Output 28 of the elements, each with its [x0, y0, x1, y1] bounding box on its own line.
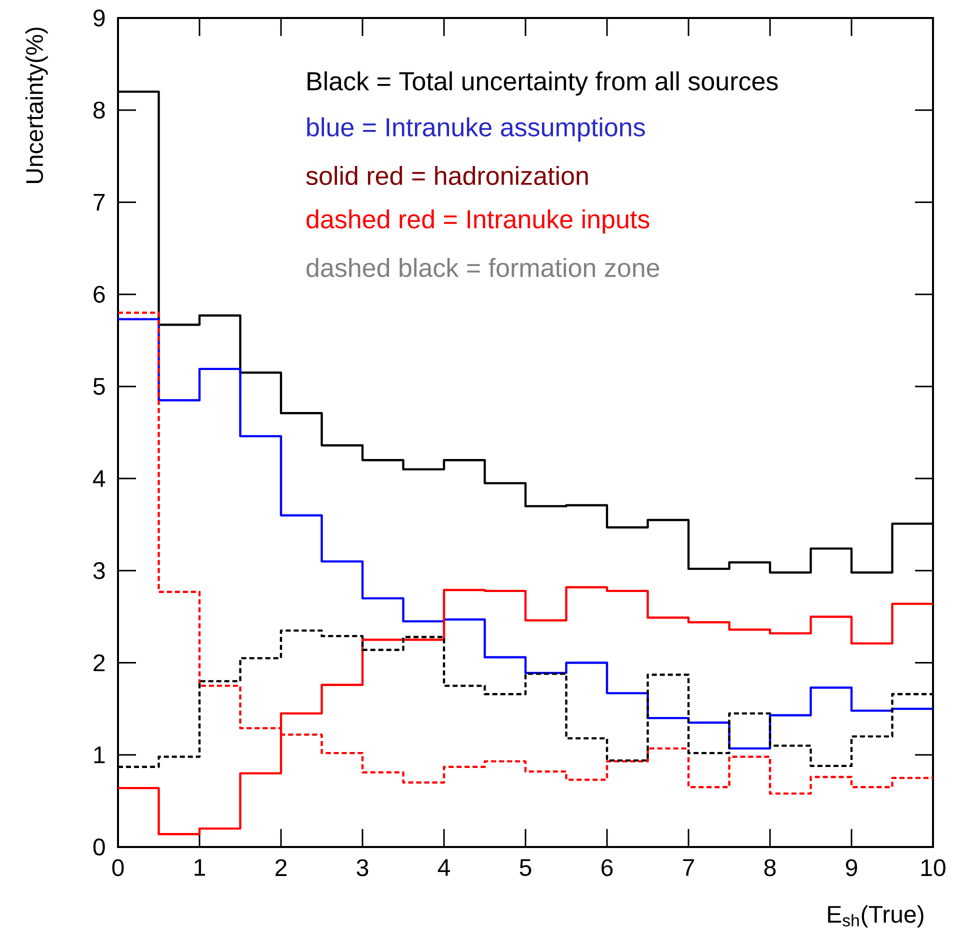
y-tick-label: 8 — [94, 102, 105, 119]
annotation: dashed red = Intranuke inputs — [306, 209, 650, 234]
y-tick-label: 3 — [93, 562, 105, 580]
y-tick-label: 2 — [94, 654, 105, 672]
x-tick-label: 0 — [112, 859, 124, 876]
y-tick-label: 5 — [93, 378, 105, 395]
x-tick-label: 9 — [846, 859, 858, 876]
x-tick-label: 4 — [438, 859, 450, 876]
x-tick-label: 1 — [194, 859, 205, 876]
y-tick-label: 7 — [94, 194, 105, 210]
y-tick-label: 4 — [93, 470, 106, 487]
annotation: blue = Intranuke assumptions — [307, 117, 645, 142]
x-axis-title: E$_{sh}$(True) — [828, 905, 924, 928]
x-tick-label: 7 — [683, 859, 694, 876]
annotation: solid red = hadronization — [306, 166, 588, 186]
x-tick-label: 2 — [276, 859, 286, 876]
annotation: dashed black = formation zone — [306, 258, 660, 278]
annotation: Black = Total uncertainty from all sources — [308, 71, 778, 96]
x-tick-label: 3 — [356, 859, 368, 876]
x-tick-label: 6 — [602, 859, 613, 876]
y-axis-title: Uncertainty(%) — [25, 28, 48, 184]
y-tick-label: 6 — [94, 286, 105, 303]
x-tick-label: 8 — [764, 859, 776, 876]
x-tick-label: 10 — [921, 859, 946, 876]
y-tick-label: 9 — [94, 9, 105, 26]
y-tick-label: 1 — [94, 746, 105, 764]
x-tick-label: 5 — [520, 859, 532, 876]
y-tick-label: 0 — [93, 838, 105, 856]
